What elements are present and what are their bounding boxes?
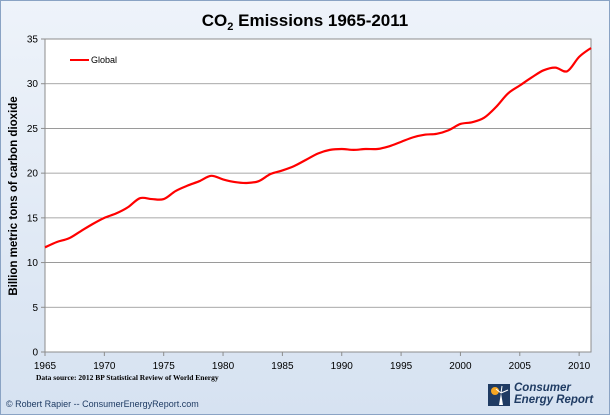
y-tick-label: 5 xyxy=(32,303,38,314)
series-line-global xyxy=(44,47,592,249)
data-source-note: Data source: 2012 BP Statistical Review … xyxy=(36,373,219,382)
x-tick-label: 1975 xyxy=(153,361,176,372)
logo-emblem-icon xyxy=(488,384,510,406)
x-tick-label: 2005 xyxy=(509,361,532,372)
y-tick-label: 10 xyxy=(27,258,39,269)
legend: Global xyxy=(70,55,117,65)
x-tick-label: 1990 xyxy=(331,361,354,372)
gridlines xyxy=(45,83,591,308)
y-tick-label: 20 xyxy=(27,169,39,180)
y-tick-label: 15 xyxy=(27,213,39,224)
copyright-credit: © Robert Rapier -- ConsumerEnergyReport.… xyxy=(6,399,199,409)
series-layer xyxy=(44,47,592,249)
x-tick-label: 1995 xyxy=(390,361,413,372)
y-axis-label: Billion metric tons of carbon dioxide xyxy=(8,96,20,295)
y-tick-label: 0 xyxy=(32,348,38,359)
logo-text-line1: Consumer xyxy=(514,382,571,394)
x-tick-label: 1980 xyxy=(212,361,235,372)
x-axis-ticks: 1965 1970 1975 1980 1985 1990 1995 2000 2005 2010 xyxy=(34,352,591,372)
x-tick-label: 2000 xyxy=(449,361,472,372)
y-tick-label: 25 xyxy=(27,124,39,135)
legend-label-global: Global xyxy=(91,55,117,65)
x-tick-label: 1965 xyxy=(34,361,57,372)
x-tick-label: 1970 xyxy=(93,361,116,372)
y-tick-label: 35 xyxy=(27,35,39,46)
logo-text-line2: Energy Report xyxy=(514,394,594,406)
chart-title: CO2 Emissions 1965-2011 xyxy=(202,11,408,33)
y-axis-ticks: 0 5 10 15 20 25 30 35 xyxy=(27,35,45,359)
brand-logo: Consumer Energy Report xyxy=(488,382,604,410)
x-tick-label: 1985 xyxy=(271,361,294,372)
x-tick-label: 2010 xyxy=(568,361,591,372)
y-tick-label: 30 xyxy=(27,79,39,90)
plot-area xyxy=(44,38,592,353)
